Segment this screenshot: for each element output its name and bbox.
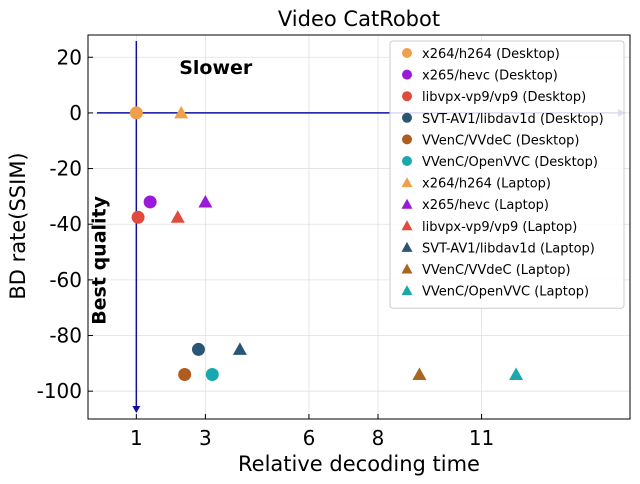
data-point-triangle <box>198 194 213 208</box>
data-point-circle <box>205 367 219 381</box>
data-point-triangle <box>170 210 185 223</box>
y-tick-label: -40 <box>49 212 82 236</box>
legend-marker-triangle <box>401 285 413 296</box>
legend-label: VVenC/OpenVVC (Laptop) <box>422 285 589 300</box>
legend-label: x264/h264 (Laptop) <box>422 177 551 192</box>
legend-marker-circle <box>402 48 412 58</box>
legend-label: SVT-AV1/libdav1d (Desktop) <box>422 112 604 127</box>
y-tick-label: -60 <box>49 268 82 292</box>
chart-title: Video CatRobot <box>278 7 440 31</box>
legend-label: libvpx-vp9/vp9 (Laptop) <box>422 220 577 235</box>
legend-marker-triangle <box>401 198 413 209</box>
data-points <box>129 105 524 381</box>
y-tick-label: 0 <box>69 101 82 125</box>
annotations: Slower Best quality <box>88 57 253 325</box>
data-point-circle <box>143 195 157 209</box>
legend-marker-triangle <box>401 220 413 231</box>
x-tick-label: 6 <box>303 426 316 450</box>
data-point-circle <box>178 367 192 381</box>
annotation-slower: Slower <box>179 57 253 79</box>
legend-label: x265/hevc (Laptop) <box>422 198 549 213</box>
legend-marker-circle <box>402 69 412 80</box>
data-point-triangle <box>232 342 247 355</box>
legend: x264/h264 (Desktop) x265/hevc (Desktop) li… <box>389 40 625 309</box>
x-tick-label: 8 <box>372 426 385 450</box>
legend-marker-circle <box>402 156 412 166</box>
legend-label: VVenC/VVdeC (Laptop) <box>422 263 571 278</box>
data-point-circle <box>191 342 205 356</box>
x-tick-label: 11 <box>469 426 494 450</box>
legend-label: VVenC/VVdeC (Desktop) <box>422 133 579 148</box>
y-tick-label: -80 <box>49 324 82 348</box>
legend-box <box>389 40 625 309</box>
y-tick-label: -100 <box>37 379 82 403</box>
data-point-triangle <box>412 367 427 380</box>
legend-marker-triangle <box>401 241 413 252</box>
data-point-circle <box>131 210 145 224</box>
legend-marker-circle <box>402 91 412 102</box>
x-axis-label: Relative decoding time <box>238 452 480 476</box>
legend-label: libvpx-vp9/vp9 (Desktop) <box>422 90 586 105</box>
y-axis-label: BD rate(SSIM) <box>6 152 30 299</box>
legend-label: x265/hevc (Desktop) <box>422 69 558 84</box>
axis-ticks: 1 3 6 8 11 20 0 -20 -40 -60 -80 -100 <box>37 45 495 450</box>
data-point-circle <box>129 106 143 120</box>
y-tick-label: 20 <box>57 45 82 69</box>
legend-marker-triangle <box>401 263 413 274</box>
legend-marker-circle <box>402 134 412 145</box>
legend-label: SVT-AV1/libdav1d (Laptop) <box>422 241 595 256</box>
y-tick-label: -20 <box>49 157 82 181</box>
legend-label: VVenC/OpenVVC (Desktop) <box>422 155 598 170</box>
legend-marker-circle <box>402 112 412 123</box>
x-tick-label: 1 <box>130 426 143 450</box>
data-point-triangle <box>174 105 189 119</box>
legend-label: x264/h264 (Desktop) <box>422 47 560 62</box>
legend-marker-triangle <box>401 177 413 188</box>
x-tick-label: 3 <box>199 426 212 450</box>
plot-frame <box>87 34 631 420</box>
annotation-best-quality: Best quality <box>88 195 110 324</box>
data-point-triangle <box>509 367 524 380</box>
